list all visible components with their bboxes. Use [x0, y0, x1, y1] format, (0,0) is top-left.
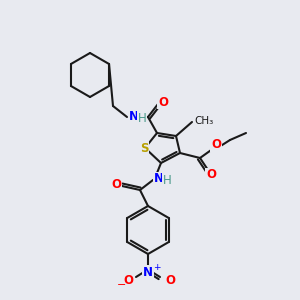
Text: +: + — [153, 262, 160, 272]
Text: N: N — [154, 172, 164, 185]
Text: O: O — [123, 274, 133, 286]
Text: O: O — [211, 139, 221, 152]
Text: N: N — [143, 266, 153, 278]
Text: H: H — [163, 173, 171, 187]
Text: O: O — [111, 178, 121, 190]
Text: O: O — [206, 169, 216, 182]
Text: O: O — [165, 274, 175, 286]
Text: O: O — [158, 95, 168, 109]
Text: CH₃: CH₃ — [194, 116, 213, 126]
Text: −: − — [117, 280, 127, 290]
Text: N: N — [129, 110, 139, 124]
Text: S: S — [140, 142, 148, 154]
Text: H: H — [138, 112, 146, 124]
